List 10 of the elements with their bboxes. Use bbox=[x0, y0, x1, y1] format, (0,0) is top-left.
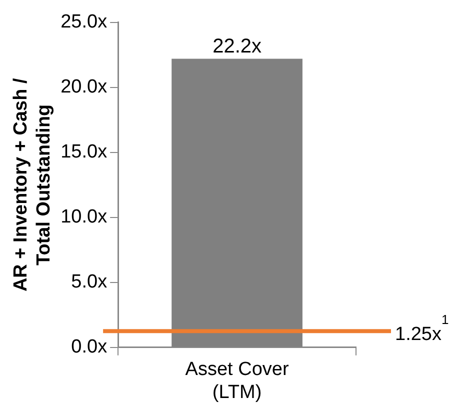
y-tick-label: 15.0x bbox=[60, 142, 108, 163]
y-tick-label: 5.0x bbox=[71, 272, 108, 293]
x-tick-label: Asset Cover (LTM) bbox=[185, 359, 290, 403]
ref-line-label: 1.25x1 bbox=[395, 312, 449, 345]
y-tick-label: 10.0x bbox=[60, 206, 108, 228]
y-axis-title: AR + Inventory + Cash / Total Outstanding bbox=[10, 78, 54, 292]
y-tick-label: 20.0x bbox=[60, 76, 108, 98]
data-label: 22.2x bbox=[212, 35, 262, 58]
y-tick-label: 25.0x bbox=[60, 12, 108, 33]
y-tick-label: 0.0x bbox=[71, 336, 108, 358]
